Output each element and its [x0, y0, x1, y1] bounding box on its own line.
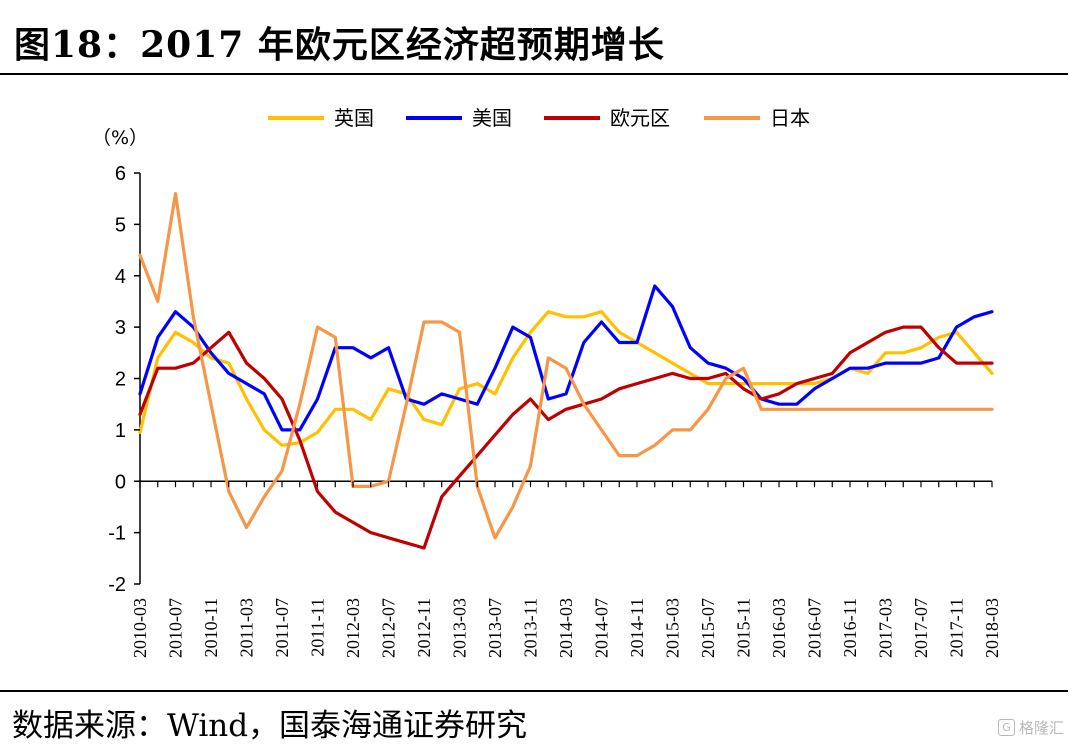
x-tick-label: 2013-11: [521, 598, 541, 657]
x-tick-label: 2011-03: [237, 598, 257, 657]
source-divider: [0, 690, 1068, 692]
chart-series: [138, 191, 994, 550]
legend-label-2: 欧元区: [610, 106, 670, 130]
series-line-2: [138, 325, 994, 550]
y-tick-label: 4: [115, 266, 126, 288]
y-tick-label: -1: [108, 523, 126, 545]
x-tick-label: 2016-03: [769, 598, 789, 658]
x-tick-label: 2016-11: [840, 598, 860, 657]
y-tick-label: 3: [115, 317, 126, 339]
watermark-text: 格隆汇: [1018, 719, 1064, 737]
x-tick-label: 2014-07: [592, 598, 612, 658]
x-tick-label: 2018-03: [982, 598, 1002, 658]
series-line-3: [138, 191, 994, 540]
y-tick-label: 0: [115, 471, 126, 493]
watermark-logo-icon: G: [997, 719, 1015, 736]
x-tick-label: 2017-07: [911, 598, 931, 658]
y-tick-label: 6: [115, 163, 126, 185]
title-divider: [0, 73, 1068, 75]
x-tick-label: 2016-07: [805, 598, 825, 658]
watermark: G 格隆汇: [997, 717, 1064, 738]
y-tick-label: 2: [115, 369, 126, 391]
x-tick-label: 2015-11: [734, 598, 754, 657]
x-tick-label: 2011-11: [308, 598, 328, 657]
x-tick-label: 2012-11: [414, 598, 434, 657]
chart-axes: [139, 173, 992, 584]
line-chart: 英国 美国 欧元区 日本 （%） 2010-03 2010-07 2010-11 2011-…: [92, 106, 1002, 658]
data-source-note: 数据来源：Wind，国泰海通证券研究: [12, 708, 528, 744]
x-tick-label: 2013-03: [450, 598, 470, 658]
legend-label-1: 美国: [472, 106, 512, 130]
x-tick-label: 2015-03: [663, 598, 683, 658]
y-axis-unit-label: （%）: [92, 127, 148, 149]
legend-label-3: 日本: [770, 106, 810, 130]
series-line-1: [138, 284, 994, 432]
x-tick-label: 2017-03: [876, 598, 896, 658]
y-tick-label: 5: [115, 214, 126, 236]
legend-label-0: 英国: [334, 106, 374, 130]
y-tick-label: -2: [108, 574, 126, 596]
x-axis-ticks: 2010-03 2010-07 2010-11 2011-03 2011-07 2011-…: [130, 481, 1002, 658]
x-tick-label: 2014-11: [627, 598, 647, 657]
x-tick-label: 2012-03: [343, 598, 363, 658]
x-tick-label: 2012-07: [379, 598, 399, 658]
x-tick-label: 2011-07: [272, 598, 292, 657]
x-tick-label: 2010-11: [201, 598, 221, 657]
chart-title: 图18：2017 年欧元区经济超预期增长: [14, 24, 665, 66]
y-tick-label: 1: [115, 420, 126, 442]
y-axis-ticks: -2 -1 0 1 2 3 4 5 6: [108, 163, 140, 596]
x-tick-label: 2010-03: [130, 598, 150, 658]
x-tick-label: 2010-07: [166, 598, 186, 658]
series-line-0: [138, 310, 994, 447]
x-tick-label: 2015-07: [698, 598, 718, 658]
x-tick-label: 2014-03: [556, 598, 576, 658]
chart-legend: 英国 美国 欧元区 日本: [268, 106, 810, 130]
x-tick-label: 2017-11: [947, 598, 967, 657]
x-tick-label: 2013-07: [485, 598, 505, 658]
